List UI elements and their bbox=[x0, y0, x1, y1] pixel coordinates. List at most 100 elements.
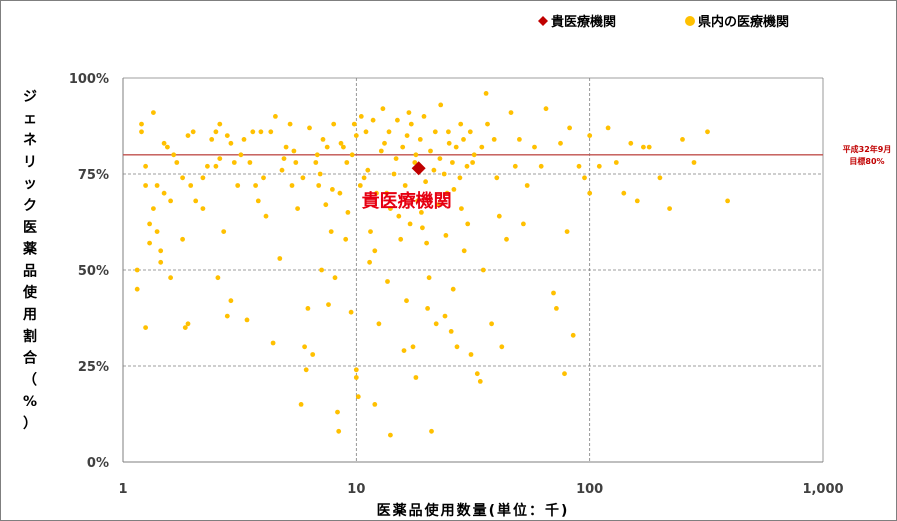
county-facility-point bbox=[437, 156, 443, 162]
county-facility-point bbox=[185, 133, 191, 139]
county-facility-point bbox=[415, 198, 420, 204]
county-facility-point bbox=[471, 152, 477, 158]
county-facility-point bbox=[461, 137, 466, 142]
county-facility-point bbox=[209, 137, 215, 142]
county-facility-point bbox=[143, 163, 149, 169]
county-facility-point bbox=[193, 198, 199, 204]
y-axis-title-char: リ bbox=[23, 154, 37, 170]
y-axis-title-char: ッ bbox=[23, 176, 37, 192]
county-facility-point bbox=[287, 121, 293, 127]
y-axis-title-char: ジ bbox=[23, 89, 37, 105]
county-facility-point bbox=[168, 275, 174, 281]
county-facility-point bbox=[263, 213, 269, 219]
county-facility-point bbox=[316, 183, 322, 188]
county-facility-point bbox=[479, 144, 485, 150]
county-facility-point bbox=[255, 198, 261, 204]
county-facility-point bbox=[567, 125, 572, 131]
county-facility-point bbox=[400, 144, 406, 150]
county-facility-point bbox=[185, 321, 191, 327]
county-facility-point bbox=[419, 210, 424, 215]
tick-labels: 1 10 100 1,000 0% 25% 50% 75% 100% bbox=[69, 72, 844, 497]
county-facility-point bbox=[351, 121, 357, 127]
county-facility-point bbox=[151, 206, 156, 212]
county-facility-point bbox=[391, 171, 397, 177]
county-facility-point bbox=[376, 321, 382, 327]
county-facility-point bbox=[564, 229, 570, 235]
county-facility-point bbox=[277, 256, 283, 261]
y-axis-title-char: 用 bbox=[23, 307, 37, 323]
county-facility-point bbox=[404, 133, 410, 139]
county-facility-point bbox=[147, 221, 153, 227]
county-facility-point bbox=[451, 187, 457, 192]
county-facility-point bbox=[253, 183, 258, 188]
county-facility-point bbox=[324, 144, 330, 150]
county-facility-point bbox=[314, 152, 320, 158]
reference-label-line-2: 目標80% bbox=[849, 156, 884, 166]
y-axis-title-char: ェ bbox=[23, 111, 37, 127]
county-facility-point bbox=[384, 190, 390, 196]
county-facility-point bbox=[480, 267, 486, 273]
data-points: 貴医療機関 bbox=[134, 91, 730, 438]
county-facility-point bbox=[298, 402, 304, 407]
county-facility-point bbox=[551, 290, 556, 296]
county-facility-point bbox=[426, 275, 432, 281]
reference-label-line-1: 平成32年9月 bbox=[843, 144, 892, 154]
county-facility-point bbox=[268, 129, 274, 135]
county-facility-point bbox=[429, 428, 434, 434]
y-axis-title-char: 使 bbox=[22, 284, 38, 301]
county-facility-point bbox=[134, 267, 140, 273]
county-facility-point bbox=[470, 160, 475, 165]
county-facility-point bbox=[143, 325, 149, 330]
county-facility-point bbox=[582, 175, 587, 181]
county-facility-point bbox=[134, 286, 140, 292]
county-facility-point bbox=[667, 206, 672, 212]
y-axis-title-char: （ bbox=[23, 372, 37, 388]
county-facility-point bbox=[465, 221, 471, 227]
county-facility-point bbox=[281, 156, 287, 162]
county-facility-point bbox=[441, 171, 447, 177]
county-facility-point bbox=[499, 344, 505, 350]
county-facility-point bbox=[250, 129, 256, 135]
x-tick-label: 1 bbox=[118, 482, 127, 497]
county-facility-point bbox=[139, 129, 144, 135]
county-facility-point bbox=[353, 367, 359, 373]
county-facility-point bbox=[401, 348, 407, 353]
county-facility-point bbox=[587, 133, 593, 139]
county-facility-point bbox=[524, 183, 530, 188]
county-facility-point bbox=[485, 121, 490, 127]
county-facility-point bbox=[291, 148, 297, 154]
own-facility-label: 貴医療機関 bbox=[362, 190, 452, 212]
county-facility-point bbox=[385, 279, 390, 284]
county-facility-point bbox=[538, 163, 544, 169]
county-facility-point bbox=[504, 236, 509, 242]
county-facility-point bbox=[705, 129, 710, 135]
county-facility-point bbox=[444, 190, 450, 196]
county-facility-point bbox=[332, 275, 338, 281]
county-facility-point bbox=[147, 240, 153, 246]
county-facility-point bbox=[344, 160, 350, 165]
county-facility-point bbox=[158, 259, 164, 265]
county-facility-point bbox=[613, 160, 619, 165]
county-facility-point bbox=[562, 371, 567, 377]
y-tick-label: 75% bbox=[78, 168, 109, 183]
county-facility-point bbox=[438, 102, 444, 108]
county-facility-point bbox=[417, 137, 423, 142]
county-facility-point bbox=[432, 129, 438, 135]
county-facility-point bbox=[338, 140, 344, 146]
y-axis-title-char: % bbox=[23, 394, 37, 410]
county-facility-point bbox=[200, 175, 206, 181]
county-facility-point bbox=[450, 286, 456, 292]
county-facility-point bbox=[605, 125, 611, 131]
y-axis-title-char: ク bbox=[23, 198, 37, 214]
county-facility-point bbox=[448, 329, 454, 334]
county-facility-point bbox=[424, 240, 429, 246]
county-facility-point bbox=[443, 233, 449, 238]
county-facility-point bbox=[436, 202, 441, 208]
legend-circle-marker bbox=[685, 16, 695, 26]
county-facility-point bbox=[378, 148, 384, 154]
legend-diamond-marker bbox=[538, 16, 548, 26]
county-facility-point bbox=[496, 213, 502, 219]
county-facility-point bbox=[388, 432, 393, 438]
county-facility-point bbox=[228, 140, 234, 146]
